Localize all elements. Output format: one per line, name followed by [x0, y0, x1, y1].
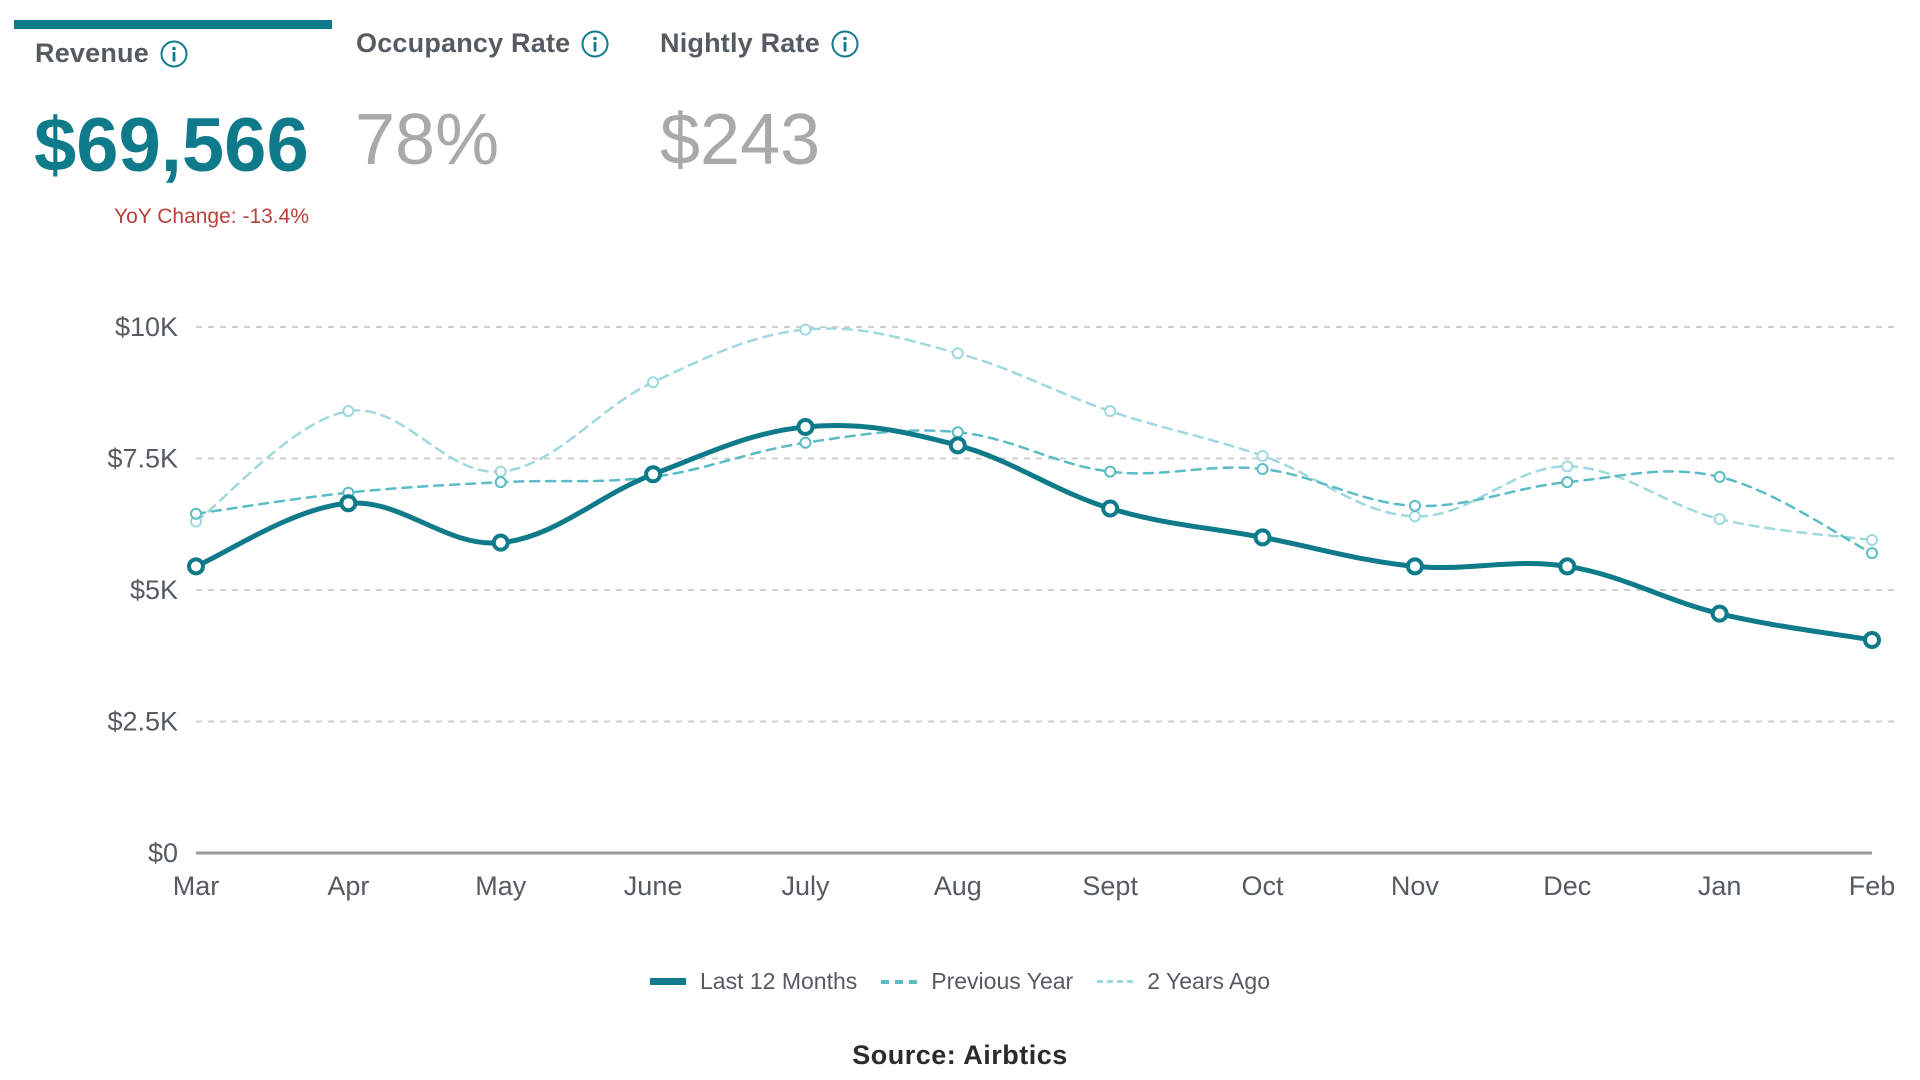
tab-occupancy-header: Occupancy Rate	[356, 28, 610, 59]
x-tick-label: Sept	[1082, 871, 1138, 901]
legend-swatch	[650, 978, 686, 985]
legend-swatch	[1097, 980, 1134, 983]
y-tick-label: $2.5K	[107, 707, 178, 737]
x-tick-label: May	[475, 871, 527, 901]
y-tick-label: $7.5K	[107, 444, 178, 474]
x-tick-label: Feb	[1849, 871, 1896, 901]
data-point-last-12-months	[1710, 604, 1729, 623]
data-point-last-12-months	[948, 436, 967, 455]
data-point-2-years-ago	[1866, 534, 1878, 547]
revenue-value: $69,566	[34, 103, 309, 188]
data-point-2-years-ago	[342, 405, 355, 418]
legend-item-2-years-ago[interactable]: 2 Years Ago	[1097, 968, 1270, 995]
x-tick-label: Nov	[1391, 871, 1440, 901]
data-point-2-years-ago	[799, 323, 812, 336]
data-point-last-12-months	[644, 465, 663, 484]
data-point-2-years-ago	[1104, 405, 1117, 418]
series-line-last-12-months	[193, 422, 1875, 643]
data-point-previous-year	[1866, 547, 1878, 560]
data-point-last-12-months	[491, 533, 510, 552]
info-icon[interactable]	[830, 29, 860, 59]
data-point-last-12-months	[1253, 528, 1272, 547]
legend-item-previous-year[interactable]: Previous Year	[881, 968, 1073, 995]
data-point-last-12-months	[1558, 557, 1577, 576]
yoy-change: YoY Change: -13.4%	[114, 205, 309, 228]
tab-revenue-label: Revenue	[35, 38, 149, 68]
series-line-previous-year	[194, 429, 1874, 555]
data-point-previous-year	[1713, 470, 1726, 483]
active-tab-indicator	[14, 20, 332, 29]
x-tick-label: July	[781, 871, 830, 901]
x-tick-label: Oct	[1242, 871, 1285, 901]
x-tick-label: Aug	[934, 871, 982, 901]
legend-label: Last 12 Months	[700, 968, 858, 994]
tab-revenue-header: Revenue	[35, 38, 189, 69]
revenue-line-chart: $0 $2.5K $5K $7.5K $10K Mar Apr May June July Aug S…	[107, 312, 1896, 901]
info-icon[interactable]	[159, 39, 189, 69]
data-point-2-years-ago	[1561, 460, 1574, 473]
data-point-2-years-ago	[647, 376, 660, 389]
tab-nightly-header: Nightly Rate	[660, 28, 860, 59]
series-line-2-years-ago	[194, 327, 1874, 542]
data-point-last-12-months	[1101, 499, 1120, 518]
y-tick-label: $0	[148, 838, 178, 868]
x-tick-label: Apr	[327, 871, 369, 901]
data-point-2-years-ago	[1256, 449, 1269, 462]
data-point-previous-year	[1408, 499, 1421, 512]
data-point-last-12-months	[187, 557, 205, 576]
nightly-rate-value: $243	[660, 100, 821, 180]
legend-swatch	[881, 979, 918, 984]
data-point-last-12-months	[1863, 630, 1881, 649]
data-point-previous-year	[799, 436, 812, 449]
data-point-previous-year	[951, 426, 964, 439]
data-point-last-12-months	[1405, 557, 1424, 576]
metric-tabs: Revenue $69,566 Occupancy Rate 78% Night…	[0, 0, 1920, 260]
x-tick-label: June	[624, 871, 683, 901]
data-point-previous-year	[1256, 463, 1269, 476]
tab-nightly-label: Nightly Rate	[660, 28, 820, 58]
legend-label: Previous Year	[931, 968, 1074, 994]
data-point-2-years-ago	[1408, 510, 1421, 523]
data-point-2-years-ago	[494, 465, 507, 478]
data-point-last-12-months	[339, 494, 358, 513]
data-point-previous-year	[494, 476, 507, 489]
y-tick-label: $10K	[115, 312, 178, 342]
info-icon[interactable]	[580, 29, 610, 59]
tab-occupancy-label: Occupancy Rate	[356, 28, 571, 58]
source-caption: Source: Airbtics	[852, 1040, 1068, 1070]
legend-label: 2 Years Ago	[1147, 968, 1270, 994]
data-point-previous-year	[1561, 476, 1574, 489]
occupancy-value: 78%	[355, 100, 500, 180]
chart-legend: Last 12 Months Previous Year 2 Years Ago	[0, 968, 1920, 995]
data-point-last-12-months	[796, 417, 815, 436]
data-point-previous-year	[1104, 465, 1117, 478]
x-tick-label: Dec	[1543, 871, 1591, 901]
y-tick-label: $5K	[130, 575, 178, 605]
data-point-2-years-ago	[951, 347, 964, 360]
x-tick-label: Jan	[1698, 871, 1742, 901]
data-point-2-years-ago	[1713, 512, 1726, 525]
data-point-previous-year	[190, 507, 202, 520]
legend-item-last-12-months[interactable]: Last 12 Months	[650, 968, 857, 995]
x-tick-label: Mar	[173, 871, 220, 901]
